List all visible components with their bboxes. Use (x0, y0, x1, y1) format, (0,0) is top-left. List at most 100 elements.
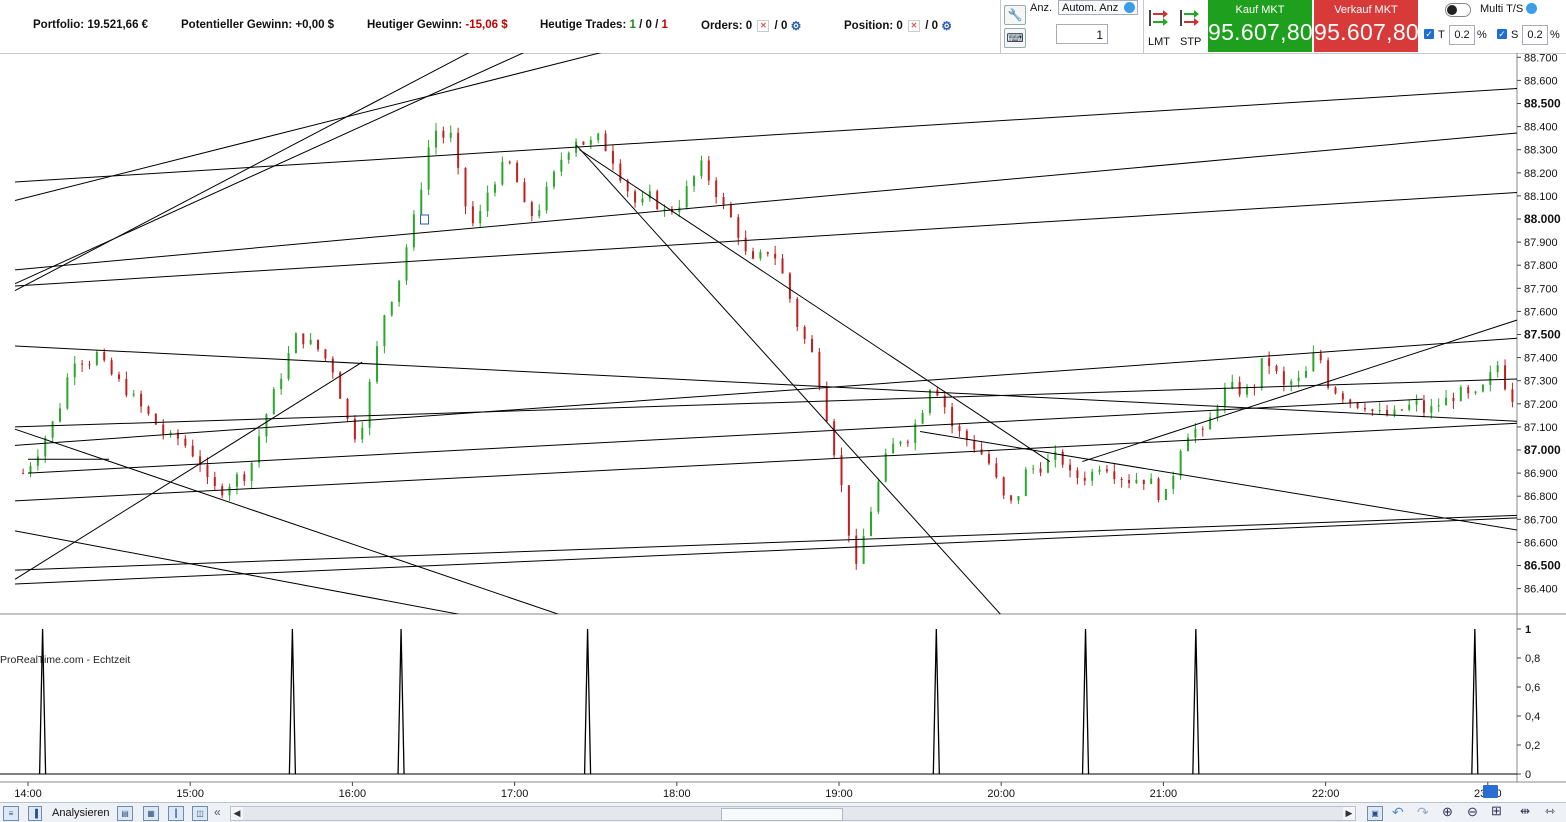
trend-line (14, 530, 461, 614)
candle-body (951, 407, 954, 427)
potential-gain-stat: Potentieller Gewinn: +0,00 $ (181, 19, 334, 31)
price-chart[interactable]: 88.700 88.600 88.500 88.400 88.300 88.200 88.1… (0, 53, 1566, 813)
limit-label[interactable]: LMT (1148, 36, 1170, 48)
candle-body (906, 441, 909, 443)
quantity-input[interactable]: 1 (1056, 24, 1108, 44)
trailing-checkbox[interactable]: ✓ (1424, 29, 1434, 39)
keyboard-icon[interactable]: ⌨ (1004, 28, 1026, 48)
menu-icon[interactable]: ≡ (3, 806, 19, 821)
candle-body (206, 464, 209, 478)
candle-body (1393, 409, 1396, 416)
undo-icon[interactable]: ↶ (1392, 804, 1404, 820)
candle-body (936, 389, 939, 396)
candle-body (383, 315, 386, 347)
candle-body (442, 130, 445, 138)
price-tick-label: 87.000 (1524, 443, 1561, 457)
wrench-icon[interactable]: 🔧 (1004, 5, 1026, 25)
scroll-right-icon[interactable]: ▶ (1343, 807, 1355, 820)
indicator-tick-label: 1 (1525, 624, 1531, 636)
candle-body (752, 251, 755, 259)
position-count: 0 (896, 20, 903, 33)
stop-label[interactable]: STP (1180, 36, 1202, 48)
info-icon[interactable] (1124, 2, 1135, 13)
candle-body (184, 438, 187, 446)
candle-body (1083, 477, 1086, 481)
bottom-toolbar: ≡ ▐ Analysieren ▤ ▦ ┃ ◫ « ◀ ▶ ▣ ↶ ↷ ⊕ ⊖ … (0, 802, 1566, 822)
candle-body (294, 333, 297, 354)
price-tick-label: 88.100 (1524, 191, 1558, 203)
candle-body (803, 326, 806, 340)
trailing-input[interactable]: 0.2 (1449, 25, 1475, 45)
candle-body (287, 353, 290, 379)
candle-body (1511, 389, 1514, 402)
redo-icon[interactable]: ↷ (1417, 804, 1429, 820)
quantity-mode-select[interactable]: Autom. Anz (1058, 0, 1138, 15)
trend-line (1082, 319, 1517, 463)
candle-body (1032, 468, 1035, 470)
quantity-label: Anz. (1030, 2, 1053, 14)
candle-body (272, 389, 275, 415)
price-tick-label: 87.600 (1524, 306, 1558, 318)
candle-body (1017, 496, 1020, 501)
trend-line (920, 431, 1517, 531)
candle-body (1069, 464, 1072, 471)
candle-body (1452, 397, 1455, 402)
trades-lost: 1 (661, 19, 668, 31)
scroll-left-fast-icon[interactable]: « (214, 805, 221, 819)
zoom-in-icon[interactable]: ⊕ (1442, 804, 1453, 819)
position-settings-icon[interactable]: ⚙ (941, 19, 952, 33)
candle-body (825, 386, 828, 422)
candle-body (1135, 479, 1138, 484)
multi-ts-toggle[interactable] (1445, 3, 1471, 17)
zoom-out-icon[interactable]: ⊖ (1467, 804, 1478, 819)
candle-body (235, 474, 238, 487)
sell-market-button[interactable]: Verkauf MKT 95.607,80 (1314, 0, 1419, 52)
today-gain-label: Heutiger Gewinn: (367, 19, 463, 31)
time-tick-label: 18:00 (663, 788, 691, 800)
candle-body (1216, 407, 1219, 418)
analyze-icon[interactable]: ▐ (28, 806, 42, 821)
candle-body (722, 197, 725, 205)
trend-line (14, 191, 1517, 287)
close-position-icon[interactable]: ✕ (908, 20, 921, 32)
trades-neutral: 0 (645, 19, 652, 31)
candle-body (1504, 365, 1507, 390)
cancel-orders-icon[interactable]: ✕ (757, 20, 770, 32)
scrollbar-thumb[interactable] (721, 808, 843, 821)
stop-input[interactable]: 0.2 (1522, 25, 1548, 45)
buy-market-button[interactable]: Kauf MKT 95.607,80 (1208, 0, 1313, 52)
indicators-icon[interactable]: ▤ (117, 806, 133, 821)
candle-body (493, 184, 496, 193)
layout-icon[interactable]: ▣ (1367, 806, 1383, 821)
candle-body (1327, 360, 1330, 388)
candle-body (353, 418, 356, 440)
candle-body (1054, 451, 1057, 461)
indicator-spike (288, 628, 297, 775)
info-icon[interactable] (1526, 3, 1537, 14)
stop-order-icon[interactable] (1178, 8, 1200, 28)
limit-order-icon[interactable] (1147, 8, 1169, 28)
indicator-tick-label: 0,2 (1525, 740, 1540, 752)
compress-icon[interactable]: ⇹ (1520, 804, 1531, 818)
candle-body (766, 252, 769, 254)
stop-checkbox[interactable]: ✓ (1497, 29, 1507, 39)
candle-body (914, 423, 917, 443)
candle-body (1194, 428, 1197, 438)
scroll-left-icon[interactable]: ◀ (231, 807, 243, 820)
candle-body (1172, 476, 1175, 490)
candle-body (1275, 366, 1278, 372)
orders-settings-icon[interactable]: ⚙ (790, 19, 802, 33)
time-scrollbar[interactable]: ◀ ▶ (230, 806, 1356, 821)
analyze-button[interactable]: Analysieren (52, 807, 110, 819)
chart-area[interactable]: 88.700 88.600 88.500 88.400 88.300 88.200 88.1… (0, 53, 1566, 813)
trading-system-icon[interactable]: ▦ (143, 806, 159, 821)
screener-icon[interactable]: ◫ (192, 806, 208, 821)
candles-icon[interactable]: ┃ (168, 806, 184, 821)
multi-ts-label: Multi T/S (1480, 3, 1524, 15)
expand-icon[interactable]: ⇿ (1545, 804, 1556, 818)
candle-body (317, 339, 320, 350)
candle-body (361, 427, 364, 440)
trend-line (15, 514, 1517, 571)
candle-body (634, 191, 637, 203)
zoom-fit-icon[interactable]: ⊞ (1491, 803, 1502, 818)
